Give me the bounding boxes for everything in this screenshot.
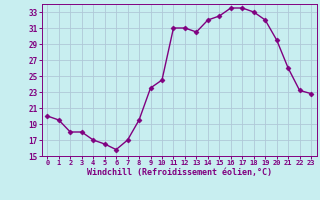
X-axis label: Windchill (Refroidissement éolien,°C): Windchill (Refroidissement éolien,°C) <box>87 168 272 177</box>
